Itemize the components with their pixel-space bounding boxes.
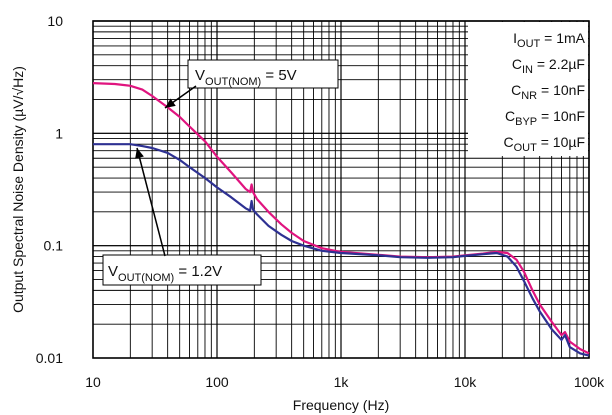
x-tick-label: 100 [205,374,229,390]
condition-label: IOUT = 1mA [513,30,586,50]
y-tick-label: 0.1 [44,238,64,254]
series-label: VOUT(NOM) = 1.2V [108,263,222,284]
x-tick-label: 1k [334,374,350,390]
x-tick-labels: 10 100 1k 10k 100k [85,374,605,390]
y-tick-label: 10 [47,13,63,29]
series-line [92,82,590,355]
series-line [93,143,590,357]
y-tick-label: 0.01 [36,350,63,366]
callout-arrowhead [135,148,144,159]
callout-leader [136,147,166,257]
plot-frame [92,20,590,359]
series-callouts: VOUT(NOM) = 5V VOUT(NOM) = 1.2V [102,59,339,286]
conditions-box: IOUT = 1mA CIN = 2.2µF CNR = 10nF CBYP = 10… [468,22,588,156]
y-tick-label: 1 [55,125,63,141]
condition-label: CNR = 10nF [511,82,585,102]
callout-box [102,254,262,286]
series-label: VOUT(NOM) = 5V [195,67,297,88]
x-tick-label: 10 [85,374,101,390]
condition-label: CBYP = 10nF [505,108,585,128]
y-tick-labels: 10 1 0.1 0.01 [36,13,63,366]
condition-label: COUT = 10µF [503,134,585,154]
y-axis-title: Output Spectral Noise Density (µV/√Hz) [10,66,26,313]
x-tick-label: 10k [454,374,478,390]
x-tick-label: 100k [574,374,605,390]
callout-arrowhead [165,98,176,108]
conditions-background [468,22,588,156]
x-axis-title: Frequency (Hz) [293,397,389,413]
condition-label: CIN = 2.2µF [512,56,585,76]
series-lines [92,82,590,357]
callout-box [187,59,339,89]
